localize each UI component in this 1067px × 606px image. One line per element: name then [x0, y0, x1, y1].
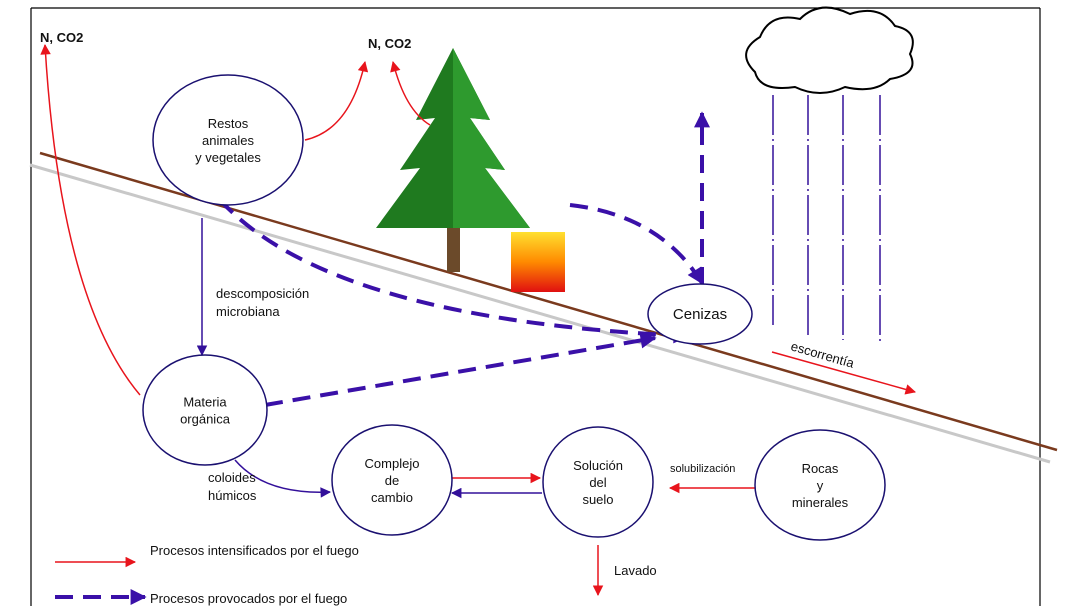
process-label: Lavado — [614, 563, 657, 578]
emission-label: N, CO2 — [368, 36, 411, 51]
process-label: microbiana — [216, 304, 280, 319]
node-label: y — [817, 478, 824, 493]
process-label: descomposición — [216, 286, 309, 301]
node — [143, 355, 267, 465]
node-label: Restos — [208, 116, 249, 131]
process-label: húmicos — [208, 488, 257, 503]
node-label: de — [385, 473, 399, 488]
node-label: Complejo — [365, 456, 420, 471]
cloud — [746, 8, 913, 93]
diagram: Restos animales y vegetales Materia orgánica… — [0, 0, 1067, 606]
legend: Procesos intensificados por el fuego Pro… — [55, 543, 359, 606]
labels: N, CO2 N, CO2 — [40, 30, 411, 51]
node-label: Cenizas — [673, 306, 727, 323]
node-label: suelo — [582, 492, 613, 507]
fire — [511, 232, 565, 292]
node-label: animales — [202, 133, 255, 148]
node-label: minerales — [792, 495, 849, 510]
node-label: Rocas — [802, 461, 839, 476]
process-label: solubilización — [670, 463, 735, 475]
node-label: Solución — [573, 458, 623, 473]
legend-label: Procesos intensificados por el fuego — [150, 543, 359, 558]
node-label: y vegetales — [195, 150, 261, 165]
node-label: del — [589, 475, 606, 490]
emission-label: N, CO2 — [40, 30, 83, 45]
process-label: coloides — [208, 470, 256, 485]
node-label: Materia — [183, 395, 227, 410]
node-label: orgánica — [180, 412, 231, 427]
node-label: cambio — [371, 490, 413, 505]
legend-label: Procesos provocados por el fuego — [150, 591, 347, 606]
rain — [773, 95, 880, 345]
